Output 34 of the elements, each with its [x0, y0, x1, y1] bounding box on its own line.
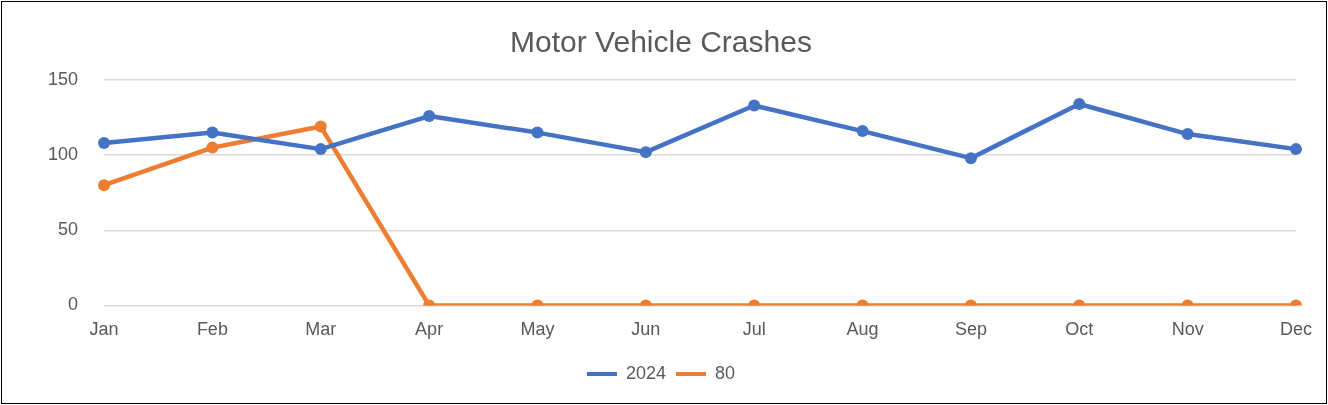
point	[423, 110, 436, 123]
x-tick-label: Jul	[742, 319, 766, 340]
point	[1289, 143, 1302, 156]
point	[639, 146, 652, 159]
point	[314, 120, 327, 133]
point	[748, 99, 761, 112]
x-tick-label: Jun	[631, 319, 661, 340]
legend-label: 2024	[625, 362, 667, 383]
x-tick-label: Sep	[954, 319, 987, 340]
chart-title: Motor Vehicle Crashes	[510, 25, 812, 59]
point	[206, 126, 219, 139]
point	[98, 137, 111, 150]
point	[98, 179, 111, 192]
point	[531, 126, 544, 139]
x-tick-label: Aug	[846, 319, 879, 340]
x-tick-label: Mar	[305, 319, 337, 340]
point	[1181, 128, 1194, 141]
x-tick-label: Dec	[1279, 319, 1312, 340]
x-tick-label: Nov	[1171, 319, 1204, 340]
x-tick-label: Jan	[89, 319, 119, 340]
x-tick-label: May	[520, 319, 555, 340]
x-tick-label: Oct	[1065, 319, 1094, 340]
point	[206, 141, 219, 154]
y-tick-label: 150	[47, 68, 79, 89]
legend-label: 80	[715, 362, 736, 383]
x-tick-label: Feb	[196, 319, 228, 340]
y-tick-label: 0	[68, 294, 79, 315]
point	[856, 125, 869, 138]
point	[1073, 98, 1086, 111]
x-tick-label: Apr	[415, 319, 444, 340]
y-tick-label: 50	[58, 219, 79, 240]
point	[314, 143, 327, 156]
point	[964, 152, 977, 165]
y-tick-label: 100	[47, 144, 79, 165]
